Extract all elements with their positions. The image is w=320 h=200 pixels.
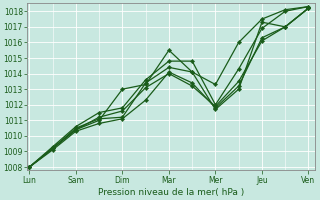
X-axis label: Pression niveau de la mer( hPa ): Pression niveau de la mer( hPa ): [98, 188, 244, 197]
